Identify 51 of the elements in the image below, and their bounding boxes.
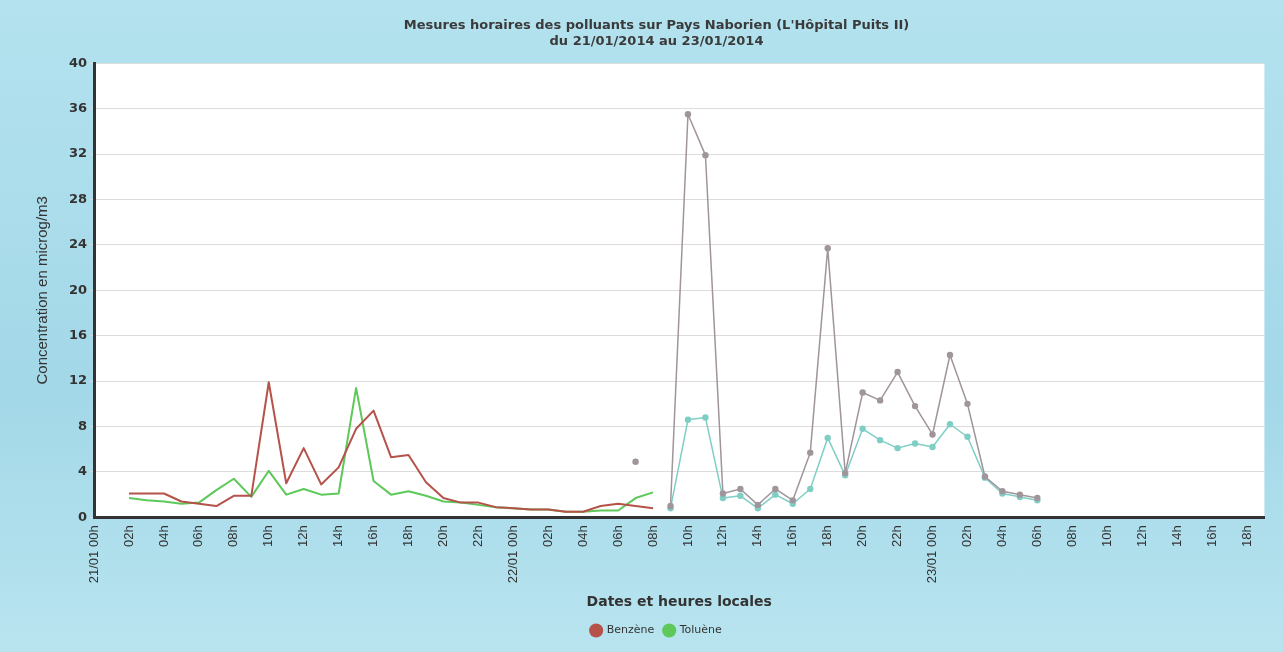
x-tick-label: 16h [1203, 525, 1219, 548]
x-tick-label: 21/01 00h [85, 525, 101, 584]
x-tick-label: 12h [295, 525, 311, 548]
x-tick-label: 14h [1168, 525, 1184, 548]
x-tick-label: 04h [993, 525, 1009, 548]
x-tick-label: 22/01 00h [504, 525, 520, 584]
x-tick-label: 12h [1133, 525, 1149, 548]
x-tick-label: 08h [1063, 525, 1079, 548]
x-tick-label: 10h [1098, 525, 1114, 548]
x-tick-label: 16h [365, 525, 381, 548]
text: du 21/01/2014 au 23/01/2014 [549, 32, 764, 48]
y-tick-label: 12 [69, 372, 88, 388]
x-tick-label: 04h [574, 525, 590, 548]
y-tick-label: 24 [69, 236, 88, 252]
text: Mesures horaires des polluants sur Pays Naborien (L'Hôpital Puits II) [403, 17, 910, 33]
x-tick-label: 02h [959, 525, 975, 548]
x-tick-label: 10h [679, 525, 695, 548]
x-tick-label: 06h [1028, 525, 1044, 548]
x-tick-label: 06h [190, 525, 206, 548]
x-tick-label: 08h [225, 525, 241, 548]
y-tick-label: 20 [69, 281, 88, 297]
x-tick-label: 23/01 00h [924, 525, 940, 584]
x-tick-label: 20h [854, 525, 870, 548]
y-tick-label: 28 [69, 190, 88, 206]
x-tick-label: 12h [714, 525, 730, 548]
y-tick-label: 16 [69, 327, 88, 343]
x-tick-label: 22h [469, 525, 485, 548]
x-tick-label: 02h [539, 525, 555, 548]
x-tick-label: 20h [435, 525, 451, 548]
x-tick-label: 08h [644, 525, 660, 548]
x-tick-label: 18h [400, 525, 416, 548]
y-tick-label: 32 [69, 145, 88, 161]
y-tick-label: 4 [78, 463, 88, 479]
x-tick-label: 14h [330, 525, 346, 548]
legend-label: Toluène [678, 623, 723, 637]
x-axis-title: Dates et heures locales [586, 593, 772, 610]
x-tick-label: 04h [155, 525, 171, 548]
x-tick-label: 16h [784, 525, 800, 548]
x-tick-label: 02h [120, 525, 136, 548]
x-tick-label: 06h [609, 525, 625, 548]
y-tick-label: 0 [78, 508, 88, 524]
y-axis-title: Concentration en microg/m3 [33, 196, 51, 385]
y-tick-label: 40 [69, 54, 88, 70]
x-tick-label: 18h [819, 525, 835, 548]
y-tick-label: 36 [69, 99, 88, 115]
y-tick-label: 8 [78, 417, 88, 433]
x-tick-label: 14h [749, 525, 765, 548]
x-tick-label: 22h [889, 525, 905, 548]
legend-label: Benzène [606, 623, 655, 637]
x-tick-label: 10h [260, 525, 276, 548]
x-tick-label: 18h [1238, 525, 1254, 548]
